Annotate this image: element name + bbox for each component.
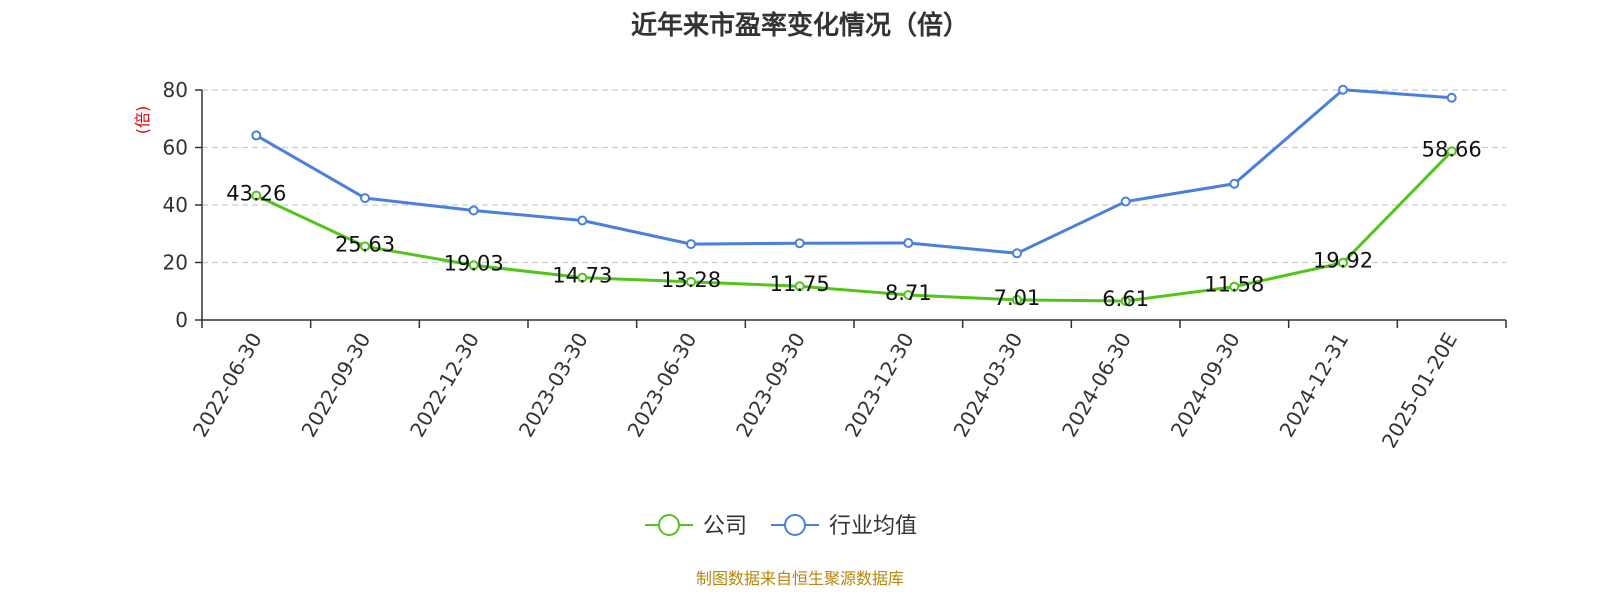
data-point[interactable] (577, 272, 588, 283)
data-point[interactable] (686, 276, 696, 287)
data-point[interactable] (577, 215, 588, 226)
legend[interactable]: 公司 行业均值 (645, 514, 917, 539)
data-label: 6.61 (1102, 287, 1149, 311)
data-point[interactable] (468, 260, 479, 271)
data-label: 43.26 (226, 182, 286, 206)
series-line-1 (255, 88, 1452, 255)
series-line-0 (255, 150, 1453, 303)
series-lines (251, 84, 1457, 306)
data-point[interactable] (794, 238, 805, 249)
legend-label: 行业均值 (829, 514, 917, 539)
data-point[interactable] (1120, 196, 1131, 207)
data-label: 11.75 (770, 272, 830, 296)
data-label: 14.73 (552, 264, 612, 288)
chart-title: 近年来市盈率变化情况（倍） (631, 10, 969, 41)
data-point[interactable] (1338, 84, 1348, 95)
y-tick-label: 80 (163, 78, 188, 102)
x-tick-label: 2024-06-30 (1057, 329, 1136, 442)
data-point[interactable] (251, 190, 262, 201)
x-tick-label: 2022-06-30 (188, 329, 267, 442)
x-tick-label: 2024-12-31 (1274, 329, 1353, 442)
y-tick-label: 20 (163, 251, 188, 275)
data-labels: 43.26 25.63 19.03 14.73 13.28 11.75 8.71 7.01 6.… (226, 137, 1481, 311)
y-axis-label: (倍) (133, 106, 152, 135)
axes: 0 20 40 60 80 2022-06-30 2022-09-30 2022-12-30 2… (163, 78, 1507, 453)
data-label: 25.63 (335, 232, 395, 256)
x-tick-label: 2022-12-30 (405, 328, 484, 441)
data-point[interactable] (1446, 92, 1457, 103)
legend-swatch-marker (658, 514, 680, 536)
data-point[interactable] (1229, 281, 1240, 292)
legend-swatch-marker (784, 514, 806, 536)
data-label: 58.66 (1422, 137, 1482, 161)
data-label: 7.01 (994, 286, 1041, 310)
x-tick-label: 2023-03-30 (514, 329, 593, 442)
y-tick-label: 40 (163, 193, 188, 217)
data-label: 19.92 (1313, 249, 1373, 273)
data-point[interactable] (1120, 295, 1131, 306)
x-tick-label: 2023-09-30 (731, 329, 810, 442)
data-point[interactable] (1446, 146, 1457, 157)
data-point[interactable] (360, 193, 370, 204)
data-point[interactable] (1012, 294, 1022, 305)
data-point[interactable] (360, 241, 370, 252)
data-label: 19.03 (444, 251, 504, 275)
x-tick-label: 2023-06-30 (622, 329, 701, 442)
data-point[interactable] (903, 289, 914, 300)
data-point[interactable] (1012, 248, 1022, 259)
data-point[interactable] (251, 130, 262, 141)
data-point[interactable] (1229, 178, 1240, 189)
data-point[interactable] (794, 281, 805, 292)
data-label: 11.58 (1204, 273, 1264, 297)
x-tick-label: 2024-03-30 (948, 329, 1027, 442)
data-point[interactable] (1338, 257, 1348, 268)
data-label: 8.71 (885, 281, 932, 305)
legend-label: 公司 (703, 514, 747, 539)
x-tick-label: 2022-09-30 (296, 329, 375, 442)
data-point[interactable] (468, 205, 479, 216)
x-tick-label: 2023-12-30 (840, 328, 919, 441)
source-note: 制图数据来自恒生聚源数据库 (696, 569, 904, 588)
data-point[interactable] (686, 239, 696, 250)
x-tick-label: 2025-01-20E (1377, 329, 1462, 453)
x-tick-label: 2024-09-30 (1166, 329, 1245, 442)
data-point[interactable] (903, 237, 914, 248)
legend-item-1[interactable]: 行业均值 (771, 514, 917, 539)
y-tick-label: 60 (163, 136, 188, 160)
grid-lines (202, 89, 1506, 264)
y-tick-label: 0 (175, 308, 188, 332)
data-label: 13.28 (661, 268, 721, 292)
legend-item-0[interactable]: 公司 (645, 514, 747, 539)
